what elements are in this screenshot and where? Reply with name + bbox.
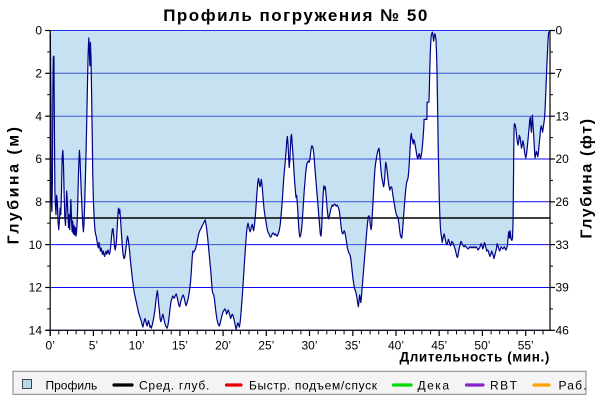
svg-text:40’: 40’ (388, 339, 404, 353)
svg-text:Глубина (м): Глубина (м) (6, 125, 23, 245)
svg-text:10’: 10’ (129, 339, 145, 353)
svg-text:20’: 20’ (215, 339, 231, 353)
svg-text:2: 2 (35, 67, 42, 81)
svg-text:10: 10 (29, 238, 43, 252)
svg-text:39: 39 (556, 281, 570, 295)
svg-text:5’: 5’ (89, 339, 98, 353)
svg-text:Глубина (фт): Глубина (фт) (579, 117, 596, 238)
svg-text:26: 26 (556, 195, 570, 209)
svg-text:Сред. глуб.: Сред. глуб. (139, 378, 210, 392)
svg-text:0: 0 (35, 24, 42, 38)
svg-text:RBT: RBT (490, 378, 519, 392)
svg-text:Профиль погружения № 50: Профиль погружения № 50 (163, 6, 429, 25)
svg-text:12: 12 (29, 281, 43, 295)
svg-text:15’: 15’ (172, 339, 188, 353)
svg-text:45’: 45’ (431, 339, 447, 353)
svg-text:Длительность (мин.): Длительность (мин.) (400, 350, 550, 365)
svg-text:Быстр. подъем/спуск: Быстр. подъем/спуск (249, 378, 378, 392)
svg-text:33: 33 (556, 238, 570, 252)
svg-text:13: 13 (556, 109, 570, 123)
svg-text:8: 8 (35, 195, 42, 209)
svg-text:Раб.: Раб. (559, 378, 588, 392)
svg-text:Дека: Дека (418, 378, 451, 392)
svg-text:0’: 0’ (46, 339, 55, 353)
svg-text:35’: 35’ (345, 339, 361, 353)
svg-text:25’: 25’ (258, 339, 274, 353)
svg-text:20: 20 (556, 152, 570, 166)
svg-text:50’: 50’ (474, 339, 490, 353)
svg-text:0: 0 (556, 24, 563, 38)
svg-text:4: 4 (35, 109, 42, 123)
svg-text:55’: 55’ (518, 339, 534, 353)
svg-text:14: 14 (29, 324, 43, 338)
svg-text:30’: 30’ (301, 339, 317, 353)
svg-text:46: 46 (556, 324, 570, 338)
svg-text:6: 6 (35, 152, 42, 166)
svg-text:7: 7 (556, 67, 563, 81)
svg-text:Профиль: Профиль (46, 378, 98, 392)
